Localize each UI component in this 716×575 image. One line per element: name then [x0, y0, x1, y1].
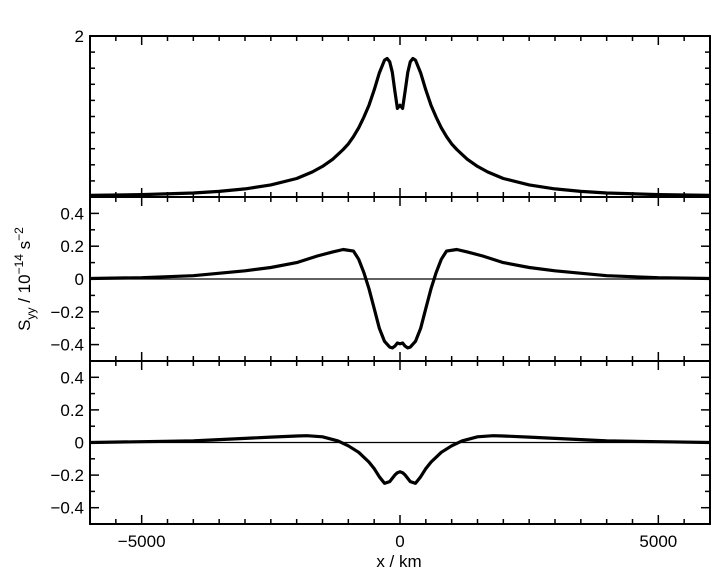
series-line-solid: [89, 56, 711, 197]
y-axis-label-symbol: S: [15, 320, 34, 331]
y-tick-label: 0.4: [60, 368, 84, 387]
series-line-dashed: [89, 57, 711, 197]
panel-middle: 0.4 0.2 0 −0.2 −0.4: [50, 196, 711, 362]
y-axis-label-subscript: yy: [24, 308, 38, 320]
x-axis-label: x / km: [376, 552, 421, 571]
y-tick-label: 0.2: [60, 237, 84, 256]
y-axis-label-unit-exponent: −2: [12, 227, 26, 241]
y-tick-label: −0.2: [50, 303, 84, 322]
y-axis-label-exponent: −14: [12, 254, 26, 275]
y-tick-label: 2: [75, 27, 84, 46]
x-tick-label: −5000: [118, 532, 166, 551]
x-tick-label: 0: [395, 532, 404, 551]
panel-frame: [89, 35, 711, 198]
series-line-dashed: [89, 248, 711, 349]
y-axis-label-mid: / 10: [15, 274, 34, 307]
y-tick-label: 0.2: [60, 401, 84, 420]
series-line-solid: [89, 247, 711, 350]
y-axis-label: Syy / 10−14 s−2: [12, 227, 38, 331]
y-axis-label-unit: s: [15, 241, 34, 254]
y-tick-label: −0.4: [50, 336, 84, 355]
x-tick-labels: −5000 0 5000: [118, 532, 677, 551]
series-line-dashed: [89, 434, 711, 485]
panels: 2 0.4 0.2 0 −0.2 −0.4 0.4 0.2 0 −0.2 −0.4: [50, 27, 711, 525]
y-tick-label: −0.4: [50, 499, 84, 518]
y-tick-label: −0.2: [50, 466, 84, 485]
x-tick-label: 5000: [639, 532, 677, 551]
y-tick-label: 0: [75, 270, 84, 289]
y-tick-label: 0.4: [60, 204, 84, 223]
panel-bottom: 0.4 0.2 0 −0.2 −0.4: [50, 360, 711, 525]
panel-top: 2: [75, 27, 711, 198]
y-tick-label: 0: [75, 434, 84, 453]
